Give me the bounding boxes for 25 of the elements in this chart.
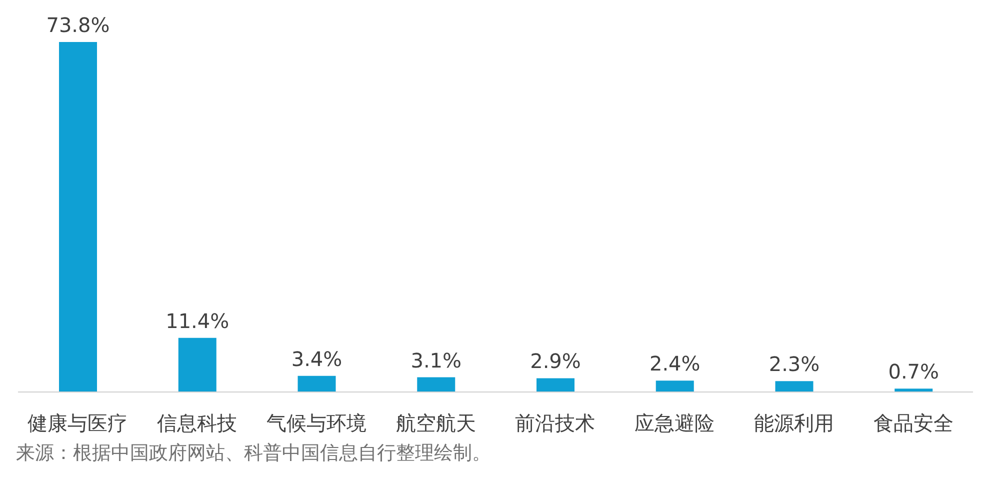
bar xyxy=(417,377,456,392)
x-tick-label: 航空航天 xyxy=(396,411,476,436)
bar xyxy=(894,388,933,392)
bar xyxy=(775,381,814,392)
x-tick-label: 气候与环境 xyxy=(266,411,366,436)
data-label: 3.4% xyxy=(291,346,342,371)
x-tick-label: 应急避险 xyxy=(634,411,715,436)
x-tick-label: 前沿技术 xyxy=(515,411,596,436)
bar xyxy=(656,380,694,392)
bar xyxy=(178,338,216,392)
source-note: 来源：根据中国政府网站、科普中国信息自行整理绘制。 xyxy=(16,441,492,466)
data-label: 2.4% xyxy=(649,352,700,376)
data-label: 0.7% xyxy=(888,360,940,384)
bar xyxy=(59,42,97,392)
x-tick-label: 信息科技 xyxy=(157,411,238,436)
data-label: 2.9% xyxy=(530,349,581,374)
x-tick-label: 食品安全 xyxy=(873,411,954,436)
bar xyxy=(298,376,336,392)
data-label: 2.3% xyxy=(768,352,820,376)
data-label: 73.8% xyxy=(46,13,110,37)
x-tick-label: 健康与医疗 xyxy=(28,411,128,436)
bar xyxy=(536,378,574,392)
x-tick-label: 能源利用 xyxy=(754,411,834,436)
data-label: 11.4% xyxy=(166,308,230,333)
data-label: 3.1% xyxy=(410,348,462,372)
